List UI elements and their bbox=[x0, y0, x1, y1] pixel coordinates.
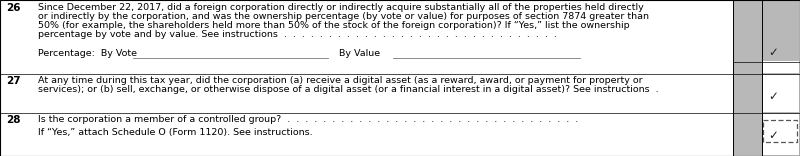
Text: Is the corporation a member of a controlled group?  .  .  .  .  .  .  .  .  .  .: Is the corporation a member of a control… bbox=[38, 115, 578, 124]
Text: Since December 22, 2017, did a foreign corporation directly or indirectly acquir: Since December 22, 2017, did a foreign c… bbox=[38, 3, 644, 12]
Text: 27: 27 bbox=[6, 76, 21, 86]
Text: Percentage:  By Vote: Percentage: By Vote bbox=[38, 49, 137, 58]
Text: 50% (for example, the shareholders held more than 50% of the stock of the foreig: 50% (for example, the shareholders held … bbox=[38, 21, 630, 30]
Text: 26: 26 bbox=[6, 3, 21, 13]
Bar bbox=[763, 1, 799, 61]
Text: By Value: By Value bbox=[339, 49, 380, 58]
Text: or indirectly by the corporation, and was the ownership percentage (by vote or v: or indirectly by the corporation, and wa… bbox=[38, 12, 649, 21]
Text: At any time during this tax year, did the corporation (a) receive a digital asse: At any time during this tax year, did th… bbox=[38, 76, 642, 85]
Bar bbox=[763, 75, 799, 112]
Text: ✓: ✓ bbox=[768, 129, 778, 142]
Text: percentage by vote and by value. See instructions  .  .  .  .  .  .  .  .  .  . : percentage by vote and by value. See ins… bbox=[38, 30, 557, 39]
Text: ✓: ✓ bbox=[768, 46, 778, 59]
Text: 28: 28 bbox=[6, 115, 21, 125]
Text: ✓: ✓ bbox=[768, 90, 778, 103]
Bar bbox=[763, 114, 799, 155]
Text: services); or (b) sell, exchange, or otherwise dispose of a digital asset (or a : services); or (b) sell, exchange, or oth… bbox=[38, 85, 658, 94]
Bar bbox=[733, 0, 800, 156]
Text: If “Yes,” attach Schedule O (Form 1120). See instructions.: If “Yes,” attach Schedule O (Form 1120).… bbox=[38, 128, 313, 137]
Bar bbox=[763, 120, 797, 142]
Bar bbox=[763, 1, 799, 73]
